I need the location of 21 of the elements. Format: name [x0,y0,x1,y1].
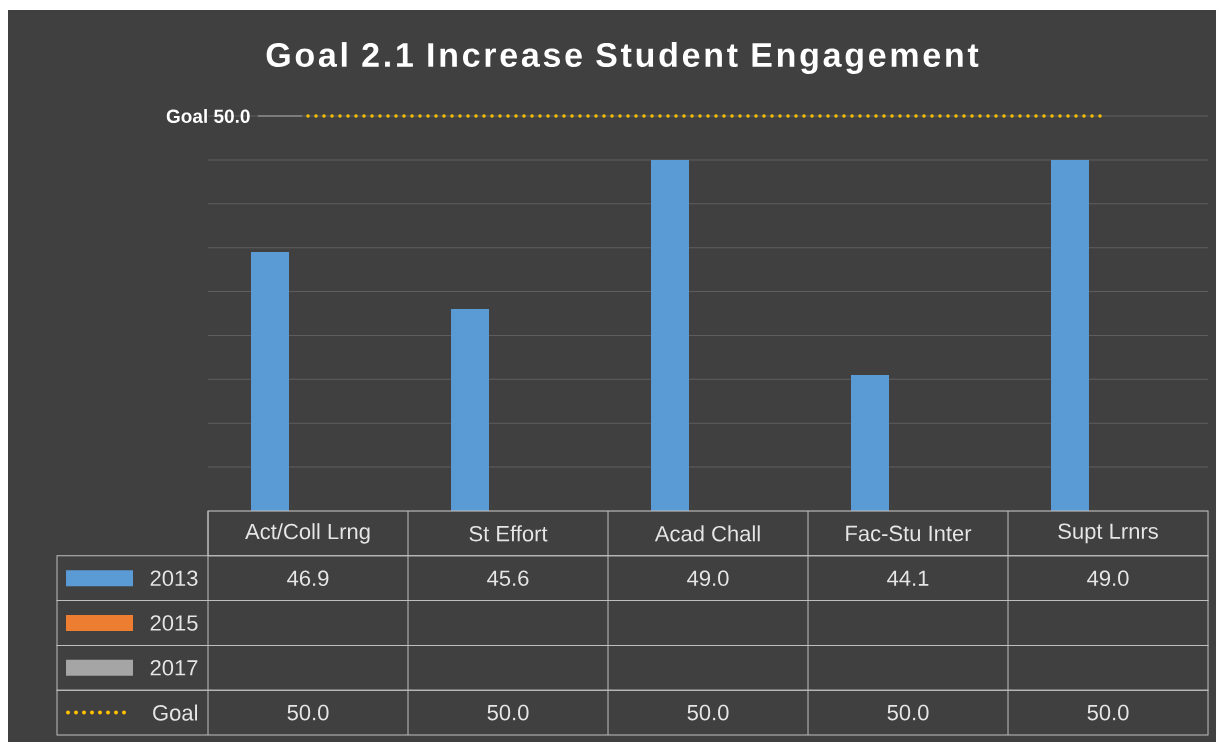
data-label: 50.0 [1087,704,1129,721]
data-label: 49.0 [1087,570,1129,586]
legend-label: 2013 [150,570,198,586]
data-label: 50.0 [487,704,529,721]
x-tick-label: Supt Lrnrs [1058,523,1158,544]
data-label: 45.6 [487,570,529,586]
data-label: 50.0 [287,704,329,721]
x-tick-label: Act/Coll Lrng [245,523,370,544]
x-tick-label: Acad Chall [654,525,760,542]
x-tick-label: Fac-Stu Inter [846,525,972,542]
data-label: 46.9 [287,570,329,586]
data-label: 49.0 [687,570,729,586]
chart-title: Goal 2.1 Increase Student Engagement [266,42,979,74]
legend-label: 2015 [150,615,198,631]
annotation: Goal 50.0 [166,109,250,123]
legend-label: 2017 [150,660,198,676]
data-label: 50.0 [887,704,929,721]
legend-label: Goal [153,704,197,721]
data-label: 50.0 [687,704,729,721]
data-label: 44.1 [887,570,929,586]
x-tick-label: St Effort [469,525,548,542]
